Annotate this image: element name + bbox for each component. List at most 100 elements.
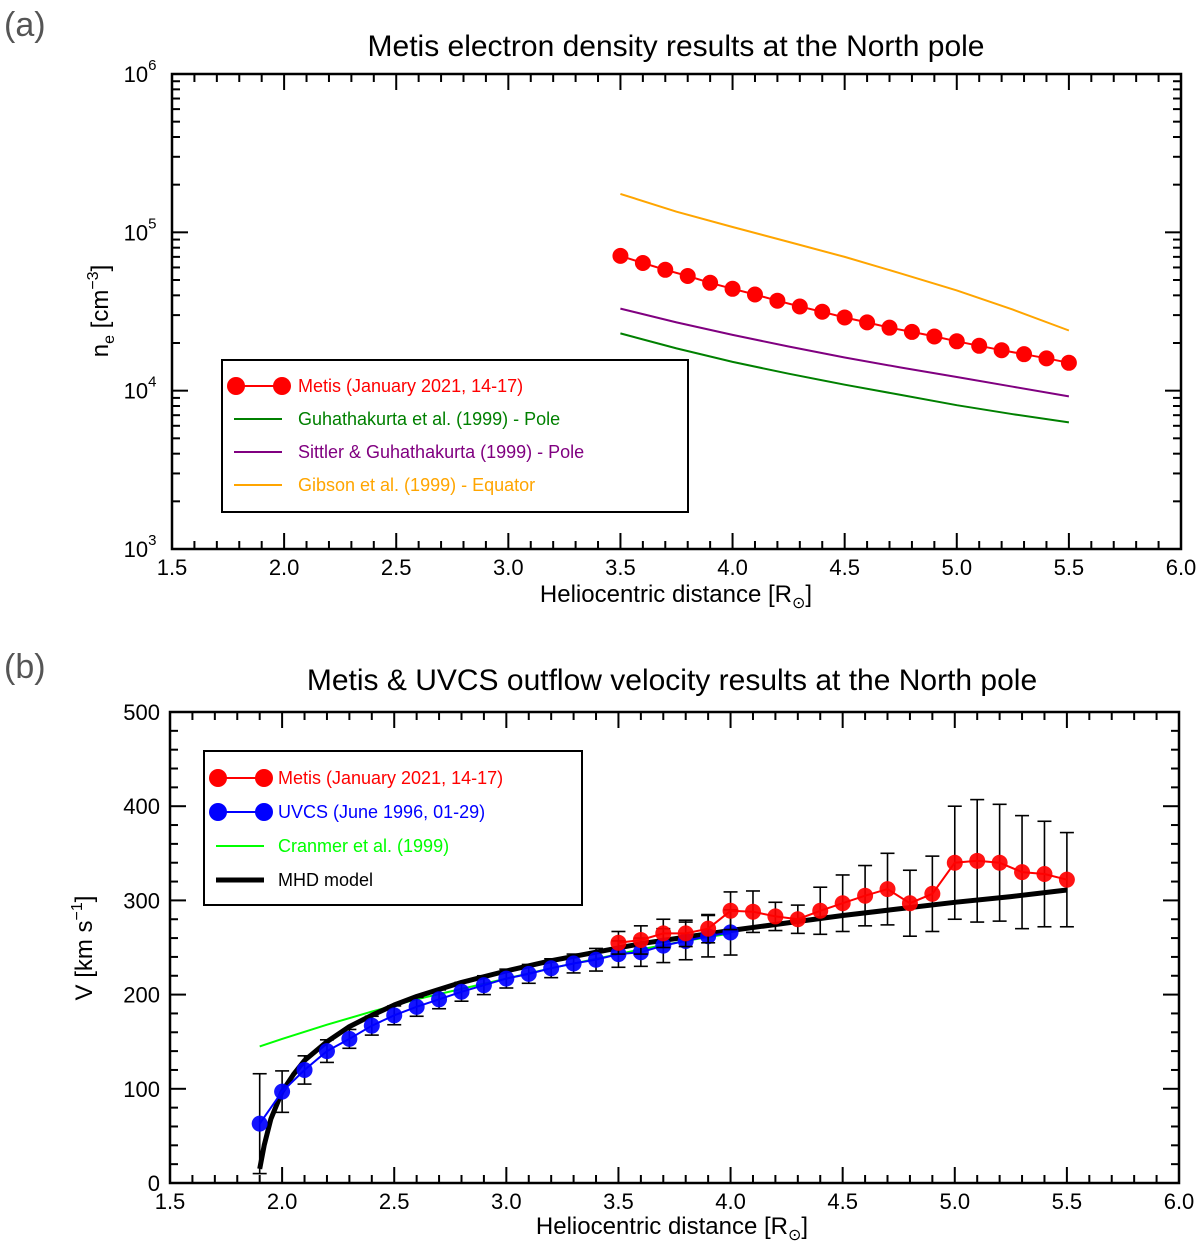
b-data-point <box>700 920 717 937</box>
a-data-point <box>1016 346 1033 363</box>
a-legend-label: Sittler & Guhathakurta (1999) - Pole <box>298 442 584 462</box>
panel-b-x-axis-label: Heliocentric distance [R⊙] <box>536 1213 808 1244</box>
b-x-tick-label: 2.0 <box>267 1189 298 1214</box>
a-legend-marker <box>227 377 245 395</box>
b-x-tick-label: 5.5 <box>1052 1189 1083 1214</box>
b-series-group <box>610 798 1075 955</box>
b-data-point <box>991 854 1008 871</box>
a-data-point <box>1060 354 1077 371</box>
panel-a-density-chart: (a) Metis electron density results at th… <box>4 6 1196 612</box>
b-x-tick-label: 3.5 <box>603 1189 634 1214</box>
b-data-point <box>722 902 739 919</box>
b-data-point <box>744 903 761 920</box>
a-legend-label: Guhathakurta et al. (1999) - Pole <box>298 409 560 429</box>
panel-a-legend-box <box>221 359 689 513</box>
panel-b-velocity-chart: (b) Metis & UVCS outflow velocity result… <box>4 648 1194 1244</box>
panel-a-x-axis-label: Heliocentric distance [R⊙] <box>540 581 812 612</box>
a-data-point <box>769 292 786 309</box>
panel-b-y-tick-labels: 0 100 200 300 400 500 <box>123 700 160 1196</box>
a-y-tick-label: 104 <box>124 374 157 404</box>
b-data-point <box>767 908 784 925</box>
panel-a-ticks <box>171 73 1182 550</box>
b-data-point <box>677 925 694 942</box>
b-data-point <box>498 970 515 987</box>
b-data-point <box>812 902 829 919</box>
b-data-point <box>1014 864 1031 881</box>
b-legend-marker <box>209 769 227 787</box>
b-legend-label: Cranmer et al. (1999) <box>278 836 449 856</box>
b-x-tick-label: 4.5 <box>827 1189 858 1214</box>
a-legend-marker <box>273 377 291 395</box>
panel-a-x-tick-labels: 1.5 2.0 2.5 3.0 3.5 4.0 4.5 5.0 5.5 6.0 <box>157 555 1197 580</box>
panel-b-plot-frame <box>168 710 1181 1185</box>
b-data-point <box>475 977 492 994</box>
a-series-line <box>620 307 1070 398</box>
panel-a-y-tick-labels: 103 104 105 106 <box>124 57 157 562</box>
b-y-tick-label: 400 <box>123 794 160 819</box>
b-data-point <box>453 983 470 1000</box>
a-data-point <box>657 261 674 278</box>
a-data-point <box>903 323 920 340</box>
b-data-point <box>296 1061 313 1078</box>
panel-a-plot-frame <box>170 72 1183 551</box>
b-data-point <box>363 1017 380 1034</box>
b-data-point <box>789 911 806 928</box>
a-x-tick-label: 5.5 <box>1054 555 1085 580</box>
a-y-tick-label: 105 <box>124 215 157 245</box>
b-data-point <box>565 955 582 972</box>
a-data-point <box>679 267 696 284</box>
b-data-point <box>318 1043 335 1060</box>
b-data-point <box>969 852 986 869</box>
b-data-point <box>946 854 963 871</box>
a-x-tick-label: 2.0 <box>269 555 300 580</box>
b-legend-marker <box>209 803 227 821</box>
panel-b-series <box>251 798 1075 1175</box>
a-data-point <box>724 280 741 297</box>
b-data-point <box>722 924 739 941</box>
b-data-point <box>520 965 537 982</box>
a-data-point <box>634 255 651 272</box>
a-data-point <box>746 286 763 303</box>
b-series-line <box>258 931 731 1125</box>
b-y-tick-label: 200 <box>123 983 160 1008</box>
b-data-point <box>1036 866 1053 883</box>
b-data-point <box>386 1007 403 1024</box>
b-data-point <box>588 951 605 968</box>
b-y-tick-label: 300 <box>123 888 160 913</box>
a-data-point <box>881 319 898 336</box>
a-x-tick-label: 3.0 <box>493 555 524 580</box>
b-data-point <box>857 887 874 904</box>
b-data-point <box>408 998 425 1015</box>
panel-b-legend: Metis (January 2021, 14-17) UVCS (June 19… <box>203 750 583 906</box>
b-data-point <box>655 925 672 942</box>
b-legend-label: MHD model <box>278 870 373 890</box>
b-x-tick-label: 6.0 <box>1164 1189 1195 1214</box>
panel-a-y-axis-label: ne [cm−3] <box>85 265 118 358</box>
panel-b-x-tick-labels: 1.5 2.0 2.5 3.0 3.5 4.0 4.5 5.0 5.5 6.0 <box>155 1189 1195 1214</box>
a-series-line <box>620 332 1070 424</box>
b-data-point <box>543 960 560 977</box>
b-y-tick-label: 500 <box>123 700 160 725</box>
b-data-point <box>632 931 649 948</box>
b-x-tick-label: 1.5 <box>155 1189 186 1214</box>
panel-b-title: Metis & UVCS outflow velocity results at… <box>307 664 1037 697</box>
a-data-point <box>702 274 719 291</box>
a-data-point <box>814 303 831 320</box>
a-y-tick-label: 106 <box>124 57 157 87</box>
a-data-point <box>993 342 1010 359</box>
a-data-point <box>836 309 853 326</box>
a-x-tick-label: 3.5 <box>605 555 636 580</box>
b-data-point <box>341 1030 358 1047</box>
panel-a-legend: Metis (January 2021, 14-17) Guhathakurta … <box>221 359 689 513</box>
b-legend-marker <box>255 769 273 787</box>
b-data-point <box>431 991 448 1008</box>
a-data-point <box>971 337 988 354</box>
a-legend-label: Metis (January 2021, 14-17) <box>298 376 523 396</box>
panel-a-series <box>612 192 1077 424</box>
b-x-tick-label: 2.5 <box>379 1189 410 1214</box>
a-x-tick-label: 1.5 <box>157 555 188 580</box>
b-series-group <box>251 909 739 1175</box>
a-y-tick-label: 103 <box>124 532 157 562</box>
b-data-point <box>251 1115 268 1132</box>
a-data-point <box>791 298 808 315</box>
